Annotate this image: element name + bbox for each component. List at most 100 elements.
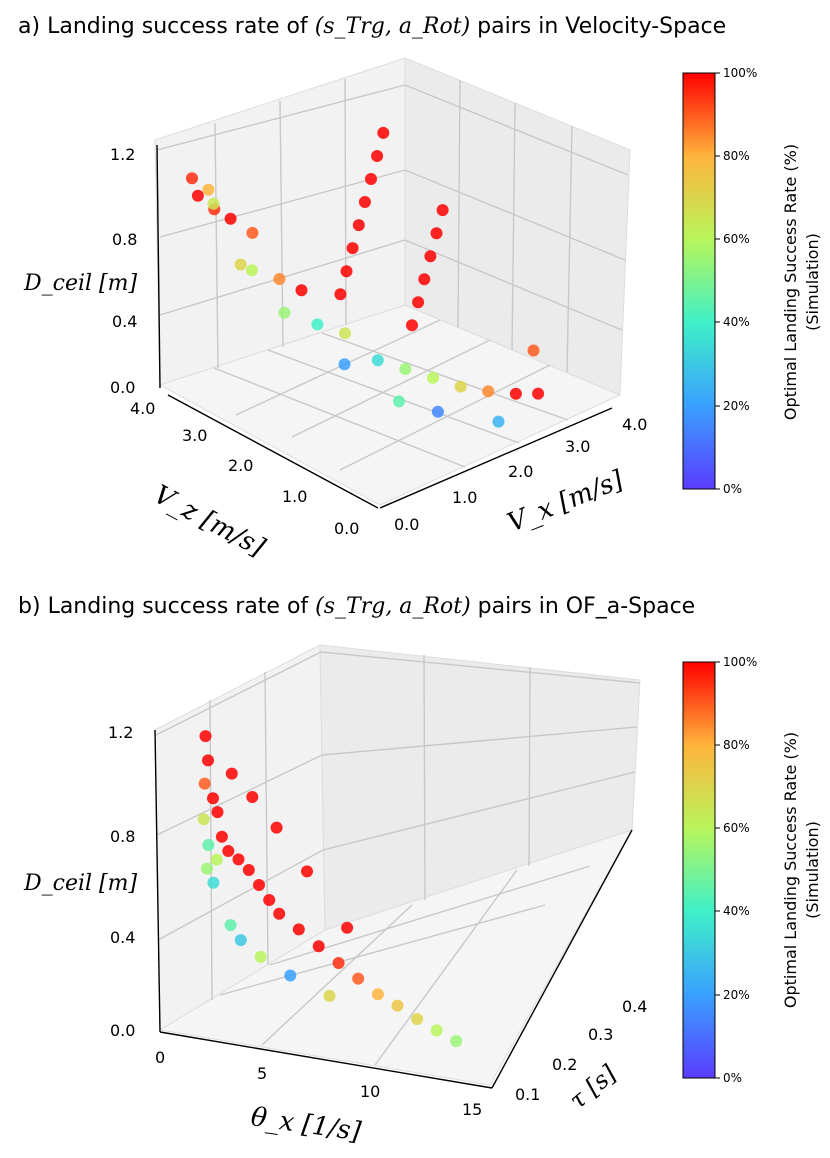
panel-a-title-text: Landing success rate of — [47, 14, 308, 39]
colorbar-b-tick: 40% — [723, 904, 750, 918]
panel-b-theta-tick: 10 — [360, 1082, 380, 1101]
colorbar-a-tick: 40% — [723, 315, 750, 329]
panel-a-vx-tick: 3.0 — [565, 437, 590, 456]
panel-a-vz-tick: 4.0 — [130, 399, 155, 418]
colorbar-a: 100% 80% 60% 40% 20% 0% Optimal Landing … — [682, 66, 822, 496]
scatter-point — [430, 227, 443, 240]
scatter-point — [186, 172, 198, 185]
colorbar-b-tick: 60% — [723, 821, 750, 835]
panel-a-floor-pane — [158, 304, 622, 506]
scatter-point — [207, 792, 219, 805]
colorbar-b-tick: 100% — [723, 655, 757, 669]
panel-a-prefix: a) — [18, 14, 41, 39]
scatter-point — [215, 830, 228, 843]
colorbar-a-tick: 80% — [723, 149, 750, 163]
scatter-point — [242, 864, 255, 876]
scatter-point — [371, 988, 384, 1001]
scatter-point — [273, 907, 286, 920]
scatter-point — [391, 999, 404, 1012]
scatter-point — [338, 358, 351, 371]
scatter-point — [222, 845, 235, 857]
scatter-point — [232, 853, 245, 866]
scatter-point — [450, 1035, 463, 1048]
scatter-point — [340, 265, 353, 278]
scatter-point — [393, 395, 405, 408]
scatter-point — [246, 226, 259, 239]
scatter-point — [371, 354, 384, 367]
scatter-point — [246, 791, 259, 803]
scatter-point — [199, 730, 212, 743]
panel-b-theta-tick: 15 — [462, 1100, 482, 1119]
scatter-point — [292, 923, 305, 936]
scatter-point — [224, 919, 237, 932]
scatter-point — [225, 767, 238, 780]
colorbar-b-tick: 80% — [723, 738, 750, 752]
scatter-point — [273, 273, 286, 285]
scatter-point — [202, 754, 214, 767]
scatter-point — [197, 813, 210, 826]
colorbar-a-tick: 60% — [723, 232, 750, 246]
panel-a-grid — [156, 78, 629, 471]
scatter-point — [301, 865, 313, 878]
scatter-point — [412, 296, 425, 309]
scatter-point — [334, 288, 347, 301]
panel-a-z-tick: 0.0 — [110, 378, 135, 397]
scatter-point — [311, 318, 324, 331]
colorbar-b-ticks: 100% 80% 60% 40% 20% 0% — [715, 655, 757, 1085]
scatter-point — [295, 284, 308, 297]
scatter-point — [278, 306, 291, 319]
panel-a-z-tick: 0.4 — [112, 312, 137, 331]
colorbar-a-gradient — [682, 72, 716, 490]
panel-a-vz-axis-label: V_z [m/s] — [149, 480, 270, 564]
panel-a-vx-tick: 4.0 — [622, 415, 647, 434]
scatter-point — [210, 853, 223, 866]
scatter-point — [263, 894, 276, 906]
colorbar-b-tick: 20% — [723, 988, 750, 1002]
panel-b-title-suffix: pairs in OF_a-Space — [477, 594, 696, 619]
scatter-point — [202, 839, 215, 851]
scatter-point — [207, 876, 220, 889]
panel-a-title: a) Landing success rate of (s_Trg, a_Rot… — [18, 14, 726, 39]
scatter-point — [201, 862, 213, 875]
panel-a-vx-tick: 1.0 — [452, 488, 477, 507]
scatter-point — [430, 1024, 443, 1037]
panel-b-z-ticks: 1.2 0.8 0.4 0.0 — [108, 723, 135, 1040]
panel-b-theta-tick: 5 — [257, 1064, 267, 1083]
panel-b-prefix: b) — [18, 594, 41, 619]
panel-b-theta-ticks: 0 5 10 15 — [155, 1048, 482, 1119]
scatter-point — [341, 921, 354, 934]
panel-b-z-axis-label: D_ceil [m] — [23, 871, 137, 896]
panel-b-theta-tick: 0 — [155, 1048, 165, 1067]
panel-a-vx-tick: 0.0 — [394, 515, 419, 534]
scatter-point — [527, 344, 540, 357]
scatter-point — [270, 821, 283, 834]
panel-b-z-tick: 0.0 — [110, 1021, 135, 1040]
panel-b-z-tick: 0.8 — [110, 827, 135, 846]
scatter-point — [427, 371, 439, 384]
panel-b-title-math: (s_Trg, a_Rot) — [315, 594, 471, 619]
colorbar-a-label-line1: Optimal Landing Success Rate (%) — [781, 144, 800, 420]
scatter-point — [365, 173, 377, 185]
scatter-point — [312, 940, 325, 953]
panel-a-z-tick: 1.2 — [110, 145, 135, 164]
panel-b-z-tick: 1.2 — [108, 723, 133, 742]
scatter-point — [234, 258, 247, 271]
panel-a-vz-tick: 0.0 — [334, 519, 359, 538]
panel-b-tau-tick: 0.2 — [552, 1055, 577, 1074]
scatter-point — [211, 806, 224, 819]
panel-b-tau-tick: 0.4 — [622, 997, 647, 1016]
scatter-point — [346, 242, 359, 255]
panel-b-tau-tick: 0.3 — [588, 1025, 613, 1044]
scatter-point — [399, 363, 412, 375]
panel-a-title-math: (s_Trg, a_Rot) — [314, 14, 471, 39]
colorbar-a-label-line2: (Simulation) — [803, 233, 822, 331]
colorbar-b-label-line1: Optimal Landing Success Rate (%) — [781, 732, 800, 1008]
scatter-point — [358, 196, 371, 208]
panel-b-tau-tick: 0.1 — [515, 1085, 540, 1104]
panel-b-scatter-points — [197, 730, 463, 1048]
colorbar-b: 100% 80% 60% 40% 20% 0% Optimal Landing … — [682, 655, 822, 1085]
scatter-point — [245, 264, 258, 277]
panel-a-z-tick: 0.8 — [112, 230, 137, 249]
scatter-point — [224, 212, 237, 225]
panel-a-vz-tick: 3.0 — [182, 426, 207, 445]
